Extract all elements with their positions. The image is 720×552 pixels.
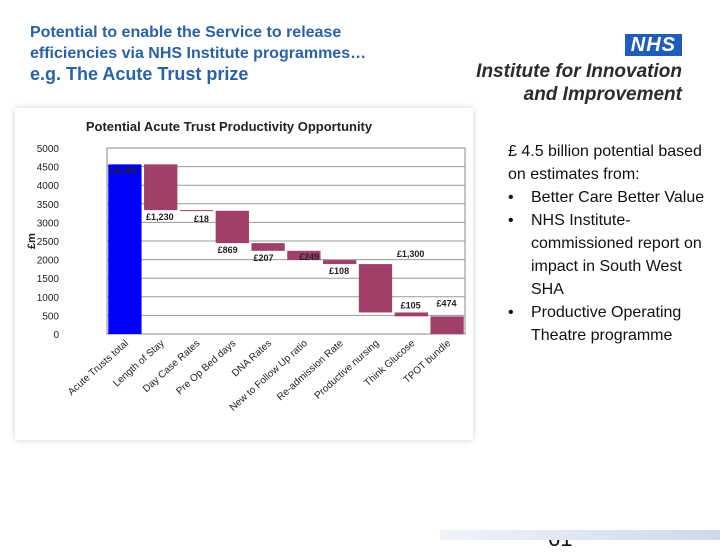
footer-stripe: [440, 530, 720, 540]
y-tick-label: 4500: [37, 163, 60, 174]
nhs-institute-logo: NHS Institute for Innovation and Improve…: [470, 34, 690, 106]
title-line-3: e.g. The Acute Trust prize: [30, 64, 249, 84]
source-bullet-3: Productive Operating Theatre programme: [508, 301, 713, 347]
logo-text: Institute for Innovation and Improvement: [476, 60, 682, 106]
x-tick-label: Re-admission Rate: [275, 338, 346, 403]
data-label: £249: [299, 252, 319, 262]
data-label: £869: [218, 245, 238, 255]
title-line-1: Potential to enable the Service to relea…: [30, 24, 342, 41]
y-tick-label: 3500: [37, 200, 60, 211]
data-label: £207: [253, 253, 273, 263]
data-label: £105: [401, 300, 421, 310]
right-text-panel: £ 4.5 billion potential based on estimat…: [508, 140, 713, 347]
chart-title: Potential Acute Trust Productivity Oppor…: [86, 119, 373, 134]
y-tick-label: 3000: [37, 218, 60, 229]
source-list: Better Care Better Value NHS Institute-c…: [508, 186, 713, 347]
bar-4: [215, 210, 249, 244]
y-axis-label: £m: [26, 233, 38, 249]
bar-7: [323, 260, 357, 265]
y-tick-label: 2000: [37, 256, 60, 267]
y-tick-label: 2500: [37, 237, 60, 248]
source-bullet-1: Better Care Better Value: [508, 186, 713, 209]
chart-panel: Potential Acute Trust Productivity Oppor…: [15, 108, 473, 440]
y-tick-label: 0: [53, 330, 59, 341]
estimate-intro: £ 4.5 billion potential based on estimat…: [508, 143, 702, 183]
data-label: £4,560: [110, 165, 138, 175]
bar-10: [430, 316, 464, 334]
data-label: £1,230: [146, 212, 174, 222]
logo-line-2: and Improvement: [523, 84, 682, 105]
y-tick-label: 5000: [37, 144, 60, 155]
y-tick-label: 1000: [37, 293, 60, 304]
logo-line-1: Institute for Innovation: [476, 61, 682, 82]
data-label: £108: [329, 266, 349, 276]
data-label: £18: [194, 214, 209, 224]
y-tick-label: 500: [42, 311, 59, 322]
bar-8: [358, 264, 393, 313]
x-tick-label: Productive nursing: [313, 338, 382, 402]
y-tick-label: 4000: [37, 181, 60, 192]
bar-1: [108, 164, 142, 334]
bar-5: [251, 243, 285, 251]
bar-3: [179, 210, 214, 212]
x-tick-label: Acute Trusts total: [66, 338, 131, 398]
title-line-2: efficiencies via NHS Institute programme…: [30, 45, 367, 62]
data-label: £1,300: [397, 249, 425, 259]
bar-6: [287, 250, 321, 261]
nhs-badge: NHS: [624, 34, 682, 56]
waterfall-chart: Potential Acute Trust Productivity Oppor…: [26, 119, 466, 414]
data-label: £474: [436, 298, 456, 308]
bar-9: [394, 312, 428, 317]
slide-title: Potential to enable the Service to relea…: [30, 22, 480, 85]
y-tick-label: 1500: [37, 274, 60, 285]
source-bullet-2: NHS Institute-commissioned report on imp…: [508, 209, 713, 301]
bar-2: [144, 164, 178, 211]
